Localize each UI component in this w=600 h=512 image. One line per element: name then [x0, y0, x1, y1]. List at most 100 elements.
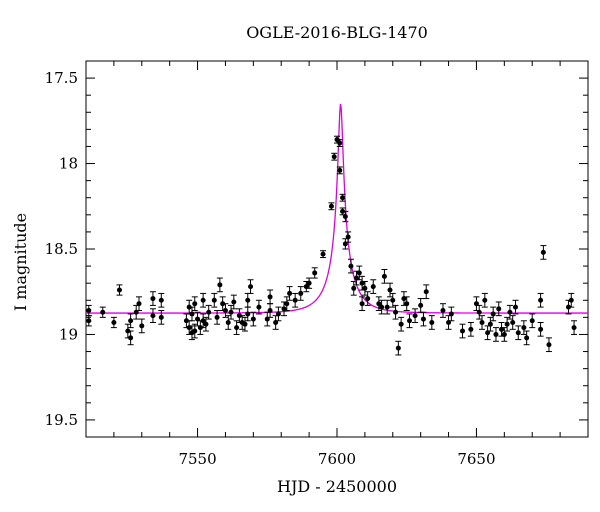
data-point	[512, 304, 518, 310]
data-point	[192, 328, 198, 334]
data-point	[448, 311, 454, 317]
y-axis: 17.5 18 18.5 19 19.5	[45, 60, 588, 438]
data-point	[328, 203, 334, 209]
data-point	[490, 311, 496, 317]
data-point	[206, 309, 212, 315]
data-point	[242, 321, 248, 327]
data-point	[245, 311, 251, 317]
data-point	[393, 309, 399, 315]
data-point	[376, 301, 382, 307]
data-point	[306, 280, 312, 286]
data-point	[337, 167, 343, 173]
data-point	[504, 321, 510, 327]
data-point	[362, 285, 368, 291]
data-point	[248, 284, 254, 290]
data-point	[379, 304, 385, 310]
data-point	[298, 290, 304, 296]
y-tick-label: 18	[59, 155, 78, 173]
data-point	[493, 331, 499, 337]
data-point	[487, 321, 493, 327]
data-point	[476, 309, 482, 315]
data-point	[365, 296, 371, 302]
data-point	[139, 323, 145, 329]
data-point	[482, 297, 488, 303]
data-point	[423, 289, 429, 295]
data-point	[211, 297, 217, 303]
data-point	[312, 270, 318, 276]
y-tick-label: 18.5	[45, 240, 78, 258]
data-point	[86, 308, 92, 314]
data-point	[345, 234, 351, 240]
data-point	[150, 296, 156, 302]
data-point	[116, 287, 122, 293]
y-axis-label: I magnitude	[11, 213, 30, 311]
data-point	[460, 328, 465, 334]
plot-frame	[85, 60, 589, 438]
y-tick-label: 19	[59, 325, 78, 343]
data-point	[407, 318, 413, 324]
data-point	[192, 301, 198, 307]
data-point	[529, 318, 535, 324]
data-point	[292, 297, 298, 303]
data-point	[111, 319, 117, 325]
data-point	[256, 304, 262, 310]
data-point	[287, 290, 293, 296]
data-point	[86, 318, 92, 324]
plot-area	[85, 60, 589, 438]
data-point	[359, 301, 365, 307]
data-point	[189, 311, 195, 317]
data-point	[468, 326, 474, 332]
data-point	[267, 294, 273, 300]
x-tick-label: 7550	[178, 450, 216, 468]
data-point	[387, 287, 393, 293]
chart-title: OGLE-2016-BLG-1470	[246, 23, 428, 42]
data-point	[546, 342, 552, 348]
data-point	[479, 319, 485, 325]
data-point	[231, 299, 237, 305]
data-point	[158, 314, 164, 320]
data-point	[538, 297, 544, 303]
data-point	[200, 297, 206, 303]
data-point	[395, 345, 401, 351]
data-point	[348, 263, 354, 269]
data-point	[507, 309, 513, 315]
data-point	[136, 301, 142, 307]
data-point	[351, 285, 357, 291]
data-point	[568, 297, 574, 303]
data-point	[381, 273, 387, 279]
data-point	[390, 297, 396, 303]
data-point	[225, 319, 231, 325]
data-point	[250, 316, 256, 322]
data-points	[86, 135, 578, 356]
x-axis-label: HJD - 2450000	[277, 477, 397, 496]
data-point	[158, 297, 164, 303]
data-point	[412, 313, 418, 319]
data-point	[404, 301, 410, 307]
x-tick-label: 7650	[457, 450, 495, 468]
data-point	[384, 304, 390, 310]
data-point	[228, 309, 234, 315]
data-point	[128, 335, 134, 341]
data-point	[496, 306, 502, 312]
data-point	[538, 326, 544, 332]
data-point	[356, 270, 362, 276]
data-point	[571, 325, 577, 331]
data-point	[510, 319, 516, 325]
data-point	[540, 249, 546, 255]
data-point	[429, 319, 435, 325]
data-point	[214, 314, 220, 320]
data-point	[150, 313, 156, 319]
data-point	[370, 284, 376, 290]
y-tick-label: 19.5	[45, 411, 78, 429]
data-point	[342, 214, 348, 220]
data-point	[222, 308, 228, 314]
data-point	[337, 140, 343, 146]
data-point	[501, 331, 507, 337]
data-point	[275, 311, 281, 317]
y-tick-label: 17.5	[45, 69, 78, 87]
data-point	[320, 251, 326, 257]
data-point	[200, 318, 206, 324]
data-point	[245, 297, 251, 303]
data-point	[515, 330, 521, 336]
